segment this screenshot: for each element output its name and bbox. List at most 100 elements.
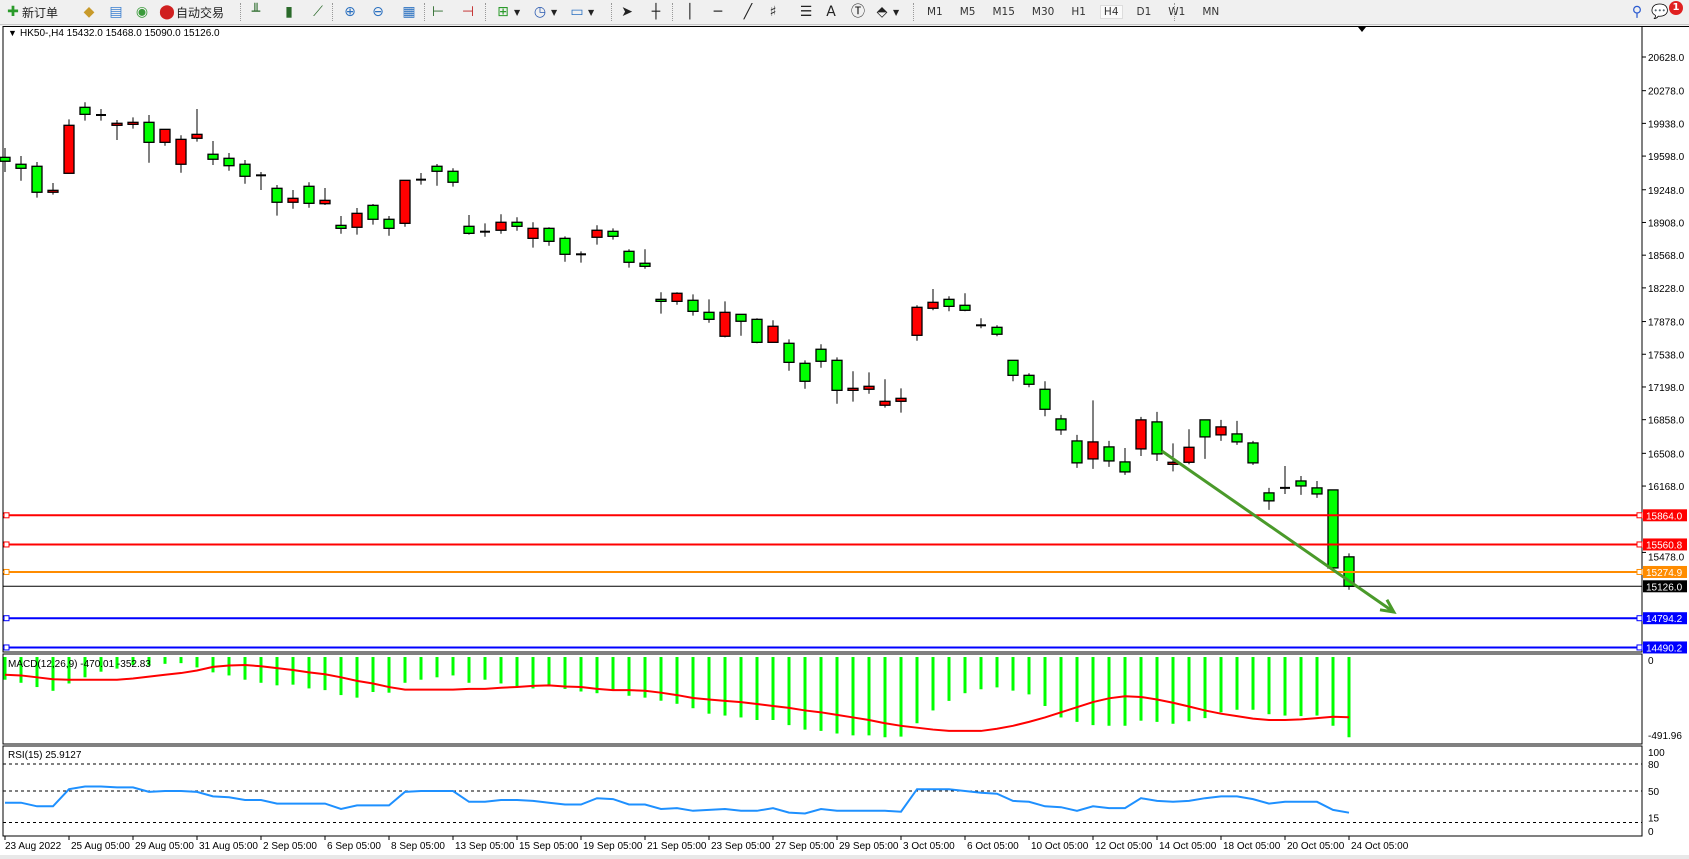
timeframe-m30[interactable]: M30 xyxy=(1031,6,1055,18)
autoscroll-button[interactable]: ⊣ xyxy=(459,2,477,22)
tile-windows-button[interactable]: ▦ xyxy=(400,2,418,22)
fibonacci-button[interactable]: ♯ xyxy=(764,2,782,22)
price-axis-label: 20278.0 xyxy=(1648,87,1685,98)
price-axis-label: 20628.0 xyxy=(1648,53,1685,64)
auto-trading-button[interactable]: ⬤ 自动交易 xyxy=(158,2,224,22)
candle xyxy=(1263,487,1275,510)
level-handle[interactable] xyxy=(3,568,10,575)
candle xyxy=(63,119,75,174)
trendline-button[interactable]: ╱ xyxy=(739,2,757,22)
new-chart-icon: ⊞ xyxy=(497,4,509,20)
time-axis-label: 23 Aug 2022 xyxy=(5,841,62,852)
candle xyxy=(1215,419,1227,441)
vertical-line-button[interactable]: │ xyxy=(681,2,699,22)
candle-body xyxy=(319,199,331,205)
fibo-fan-icon: ☰ xyxy=(799,4,813,20)
candle-body xyxy=(1327,489,1339,569)
new-order-button[interactable]: ✚ 新订单 xyxy=(4,2,58,22)
timeframe-d1[interactable]: D1 xyxy=(1136,6,1152,18)
level-handle[interactable] xyxy=(1636,541,1643,548)
price-level-label: 15864.0 xyxy=(1646,511,1683,522)
zoom-out-icon: ⊖ xyxy=(372,4,384,20)
separator xyxy=(485,3,486,21)
candle xyxy=(335,216,347,234)
level-handle[interactable] xyxy=(3,644,10,651)
candlestick-button[interactable]: ▮ xyxy=(280,2,298,22)
time-axis-label: 19 Sep 05:00 xyxy=(583,841,643,852)
auto-trading-label: 自动交易 xyxy=(176,5,225,20)
text-button[interactable]: A xyxy=(822,2,840,22)
candle-body xyxy=(1263,492,1275,502)
candle-body xyxy=(831,359,843,391)
candle xyxy=(1327,489,1339,569)
level-handle[interactable] xyxy=(3,541,10,548)
candle-body xyxy=(1071,440,1083,464)
level-handle[interactable] xyxy=(1636,512,1643,519)
shapes-button[interactable]: ⬘ ▼ xyxy=(873,2,900,22)
candle xyxy=(559,236,571,262)
text-label-button[interactable]: Ⓣ xyxy=(849,2,867,22)
candle xyxy=(751,318,763,344)
time-axis-label: 31 Aug 05:00 xyxy=(199,841,258,852)
rsi-axis-label: 100 xyxy=(1648,748,1665,759)
candle xyxy=(447,168,459,187)
candle xyxy=(527,222,539,248)
cursor-button[interactable]: ➤ xyxy=(618,2,636,22)
dropdown-arrow-icon: ▼ xyxy=(893,7,900,17)
timeframe-m1[interactable]: M1 xyxy=(927,6,943,18)
price-axis-label: 15478.0 xyxy=(1648,552,1685,563)
fibo-fan-button[interactable]: ☰ xyxy=(797,2,815,22)
timeframe-m5[interactable]: M5 xyxy=(959,6,976,18)
chart-window[interactable]: ▼ HK50-,H4 15432.0 15468.0 15090.0 15126.… xyxy=(0,26,1689,855)
candle-body xyxy=(127,121,139,125)
zoom-in-button[interactable]: ⊕ xyxy=(341,2,359,22)
level-handle[interactable] xyxy=(1636,644,1643,651)
signals-button[interactable]: ◉ xyxy=(133,2,151,22)
candle-body xyxy=(271,187,283,203)
timeframe-m15[interactable]: M15 xyxy=(992,6,1015,18)
candle-body xyxy=(1231,433,1243,443)
indicators-button[interactable]: ▭ ▼ xyxy=(568,2,594,22)
gold-bars-button[interactable]: ◆ xyxy=(80,2,98,22)
candle-body xyxy=(15,163,27,169)
level-handle[interactable] xyxy=(3,512,10,519)
candle xyxy=(111,120,123,141)
candle xyxy=(959,293,971,312)
timeframe-mn[interactable]: MN xyxy=(1202,6,1220,18)
horizontal-line-button[interactable]: ─ xyxy=(709,2,727,22)
chart-shift-button[interactable]: ⊢ xyxy=(429,2,447,22)
candle xyxy=(543,227,555,246)
rsi-axis-label: 0 xyxy=(1648,827,1654,838)
timeframe-h1[interactable]: H1 xyxy=(1071,6,1086,18)
zoom-out-button[interactable]: ⊖ xyxy=(369,2,387,22)
candle xyxy=(783,339,795,371)
level-handle[interactable] xyxy=(1636,615,1643,622)
time-axis-label: 2 Sep 05:00 xyxy=(263,841,317,852)
new-order-label: 新订单 xyxy=(22,5,59,20)
crosshair-button[interactable]: ┼ xyxy=(647,2,665,22)
timeframe-w1[interactable]: W1 xyxy=(1168,6,1186,18)
level-handle[interactable] xyxy=(1636,568,1643,575)
separator xyxy=(1174,3,1175,21)
market-watch-button[interactable]: ▤ xyxy=(107,2,125,22)
trendline-arrow[interactable] xyxy=(1160,449,1395,614)
price-level-badge xyxy=(1643,509,1687,522)
bar-chart-button[interactable]: ╨ xyxy=(247,2,265,22)
separator xyxy=(672,3,673,21)
line-chart-button[interactable]: ⟋ xyxy=(309,2,327,22)
chart-shift-marker-icon[interactable] xyxy=(1358,27,1366,32)
candle-body xyxy=(879,400,891,406)
candle-body xyxy=(159,128,171,143)
candle-body xyxy=(79,106,91,115)
candle-body xyxy=(31,165,43,193)
chat-button[interactable]: 💬 1 xyxy=(1651,1,1683,22)
periods-button[interactable]: ◷ ▼ xyxy=(531,2,557,22)
candle xyxy=(895,388,907,413)
price-axis-label: 19598.0 xyxy=(1648,152,1685,163)
candle xyxy=(911,305,923,341)
candle-body xyxy=(959,304,971,311)
search-button[interactable]: ⚲ xyxy=(1628,2,1646,22)
level-handle[interactable] xyxy=(3,615,10,622)
timeframe-h4[interactable]: H4 xyxy=(1099,5,1123,19)
new-chart-button[interactable]: ⊞ ▼ xyxy=(494,2,520,22)
